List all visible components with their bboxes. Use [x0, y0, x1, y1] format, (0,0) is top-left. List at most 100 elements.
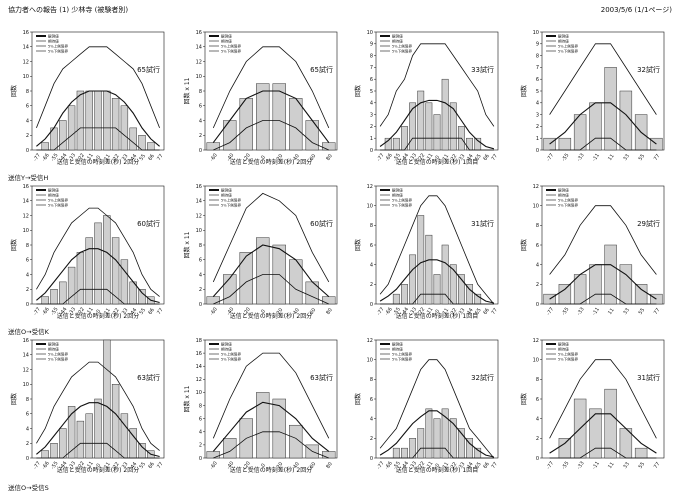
- legend-label: 期待値: [392, 38, 403, 43]
- x-tick-label: -11: [591, 307, 601, 317]
- x-tick-label: -22: [76, 307, 86, 317]
- x-tick-label: 60: [309, 461, 318, 470]
- legend-label: 5%下側限界: [558, 202, 578, 207]
- x-tick-label: 55: [139, 153, 148, 162]
- y-tick-label: 2: [26, 287, 29, 293]
- y-tick-label: 4: [370, 101, 373, 107]
- legend-label: 期待値: [221, 346, 232, 351]
- x-tick-label: 33: [622, 461, 631, 470]
- y-tick-label: 6: [536, 77, 539, 83]
- y-tick-label: 8: [536, 223, 539, 229]
- bar: [558, 438, 572, 459]
- y-tick-label: 10: [196, 390, 202, 396]
- series-line: [379, 43, 495, 127]
- y-axis-title: 回数: [10, 85, 18, 97]
- x-tick-label: 40: [292, 461, 301, 470]
- bar: [433, 418, 441, 459]
- x-axis-title: 送信と受信の時刻差(秒) 2回分: [57, 466, 139, 474]
- x-tick-label: -77: [546, 307, 556, 317]
- chart-panel-6: 0 2 4 6 8 10 12 14 16 -60 -40 -20 0 20 40 60 80 観測値 期待値 5%上…: [183, 170, 343, 324]
- x-tick-label: -22: [417, 153, 427, 163]
- trial-count-label: 31試行: [637, 373, 660, 382]
- x-tick-label: -22: [417, 307, 427, 317]
- bar: [85, 413, 93, 459]
- x-tick-label: -77: [376, 461, 386, 471]
- legend-label: 5%下側限界: [48, 48, 68, 53]
- bar: [634, 284, 648, 305]
- series-line: [379, 195, 495, 305]
- y-tick-label: 6: [26, 412, 29, 418]
- bar: [401, 447, 408, 459]
- x-tick-label: -11: [425, 153, 435, 163]
- legend-label: 5%上側限界: [48, 351, 68, 356]
- legend-label: 期待値: [392, 192, 403, 197]
- y-tick-label: 12: [196, 213, 202, 219]
- y-tick-label: 2: [199, 443, 202, 449]
- x-tick-label: -77: [376, 307, 386, 317]
- x-tick-label: -11: [85, 461, 95, 471]
- bar: [589, 408, 602, 459]
- y-tick-label: 12: [533, 338, 539, 344]
- x-tick-label: 77: [490, 461, 499, 470]
- legend-label: 5%上側限界: [221, 351, 241, 356]
- x-tick-label: 40: [292, 307, 301, 316]
- y-tick-label: 4: [370, 416, 373, 422]
- bar: [441, 78, 449, 151]
- x-tick-label: -40: [226, 461, 236, 471]
- x-tick-label: -44: [59, 461, 69, 471]
- series-line: [549, 359, 657, 439]
- x-tick-label: 33: [622, 153, 631, 162]
- legend-label: 5%下側限界: [221, 356, 241, 361]
- bar: [41, 296, 49, 305]
- x-tick-label: 0: [434, 155, 441, 161]
- series-line: [36, 442, 160, 459]
- x-tick-label: 33: [458, 153, 467, 162]
- bar: [50, 289, 58, 305]
- legend-label: 期待値: [48, 192, 59, 197]
- x-tick-label: -55: [392, 153, 402, 163]
- y-tick-label: 14: [23, 199, 29, 205]
- x-tick-label: -44: [400, 307, 410, 317]
- series-line: [212, 352, 330, 439]
- chart-panel-10: 0 2 4 6 8 10 12 14 16 18 -60 -40 -20 0 20 40 60 80 観測値 期待値 5…: [183, 324, 343, 478]
- x-tick-label: -11: [425, 307, 435, 317]
- x-tick-label: 55: [139, 307, 148, 316]
- y-axis-title: 回数: [354, 239, 362, 251]
- x-tick-label: 22: [112, 461, 121, 470]
- trial-count-label: 32試行: [637, 65, 660, 74]
- bar: [67, 406, 76, 459]
- series-line: [213, 274, 329, 305]
- x-tick-label: 44: [466, 461, 475, 470]
- x-tick-label: 33: [622, 307, 631, 316]
- bar: [305, 120, 319, 151]
- x-tick-label: -20: [242, 461, 252, 471]
- legend-label: 観測値: [558, 187, 569, 192]
- bar: [449, 418, 457, 459]
- y-tick-label: 10: [533, 203, 539, 209]
- y-tick-label: 8: [536, 53, 539, 59]
- y-tick-label: 2: [370, 282, 373, 288]
- y-tick-label: 12: [23, 367, 29, 373]
- y-tick-label: 2: [199, 133, 202, 139]
- section-label-3: 送信O→受信S: [8, 484, 49, 492]
- legend-label: 5%下側限界: [558, 356, 578, 361]
- bar: [417, 215, 425, 305]
- x-tick-label: 77: [490, 153, 499, 162]
- series-line: [549, 264, 657, 300]
- x-tick-label: -77: [32, 461, 42, 471]
- y-tick-label: 7: [536, 65, 539, 71]
- chart-panel-4: 0 1 2 3 4 5 6 7 8 9 10 -77 -55 -33 -11 11 33 55 77 観測値 期待値 5%…: [520, 16, 670, 170]
- y-tick-label: 10: [23, 74, 29, 80]
- y-tick-label: 4: [536, 101, 539, 107]
- y-tick-label: 0: [536, 302, 539, 308]
- legend-label: 5%上側限界: [392, 197, 412, 202]
- bar: [449, 102, 457, 151]
- trial-count-label: 29試行: [637, 219, 660, 228]
- x-tick-label: -33: [409, 461, 419, 471]
- x-tick-label: -44: [400, 153, 410, 163]
- x-tick-label: -77: [546, 153, 556, 163]
- x-tick-label: 60: [309, 307, 318, 316]
- series-line: [379, 99, 495, 150]
- x-tick-label: 22: [450, 153, 459, 162]
- series-line: [549, 102, 657, 145]
